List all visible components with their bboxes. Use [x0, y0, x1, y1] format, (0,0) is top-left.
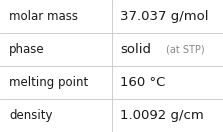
Text: molar mass: molar mass: [9, 10, 78, 23]
Text: melting point: melting point: [9, 76, 88, 89]
Text: density: density: [9, 109, 52, 122]
Text: 37.037 g/mol: 37.037 g/mol: [120, 10, 209, 23]
Text: (at STP): (at STP): [166, 44, 205, 55]
Text: 1.0092 g/cm: 1.0092 g/cm: [120, 109, 204, 122]
Text: phase: phase: [9, 43, 45, 56]
Text: 160 °C: 160 °C: [120, 76, 166, 89]
Text: solid: solid: [120, 43, 151, 56]
